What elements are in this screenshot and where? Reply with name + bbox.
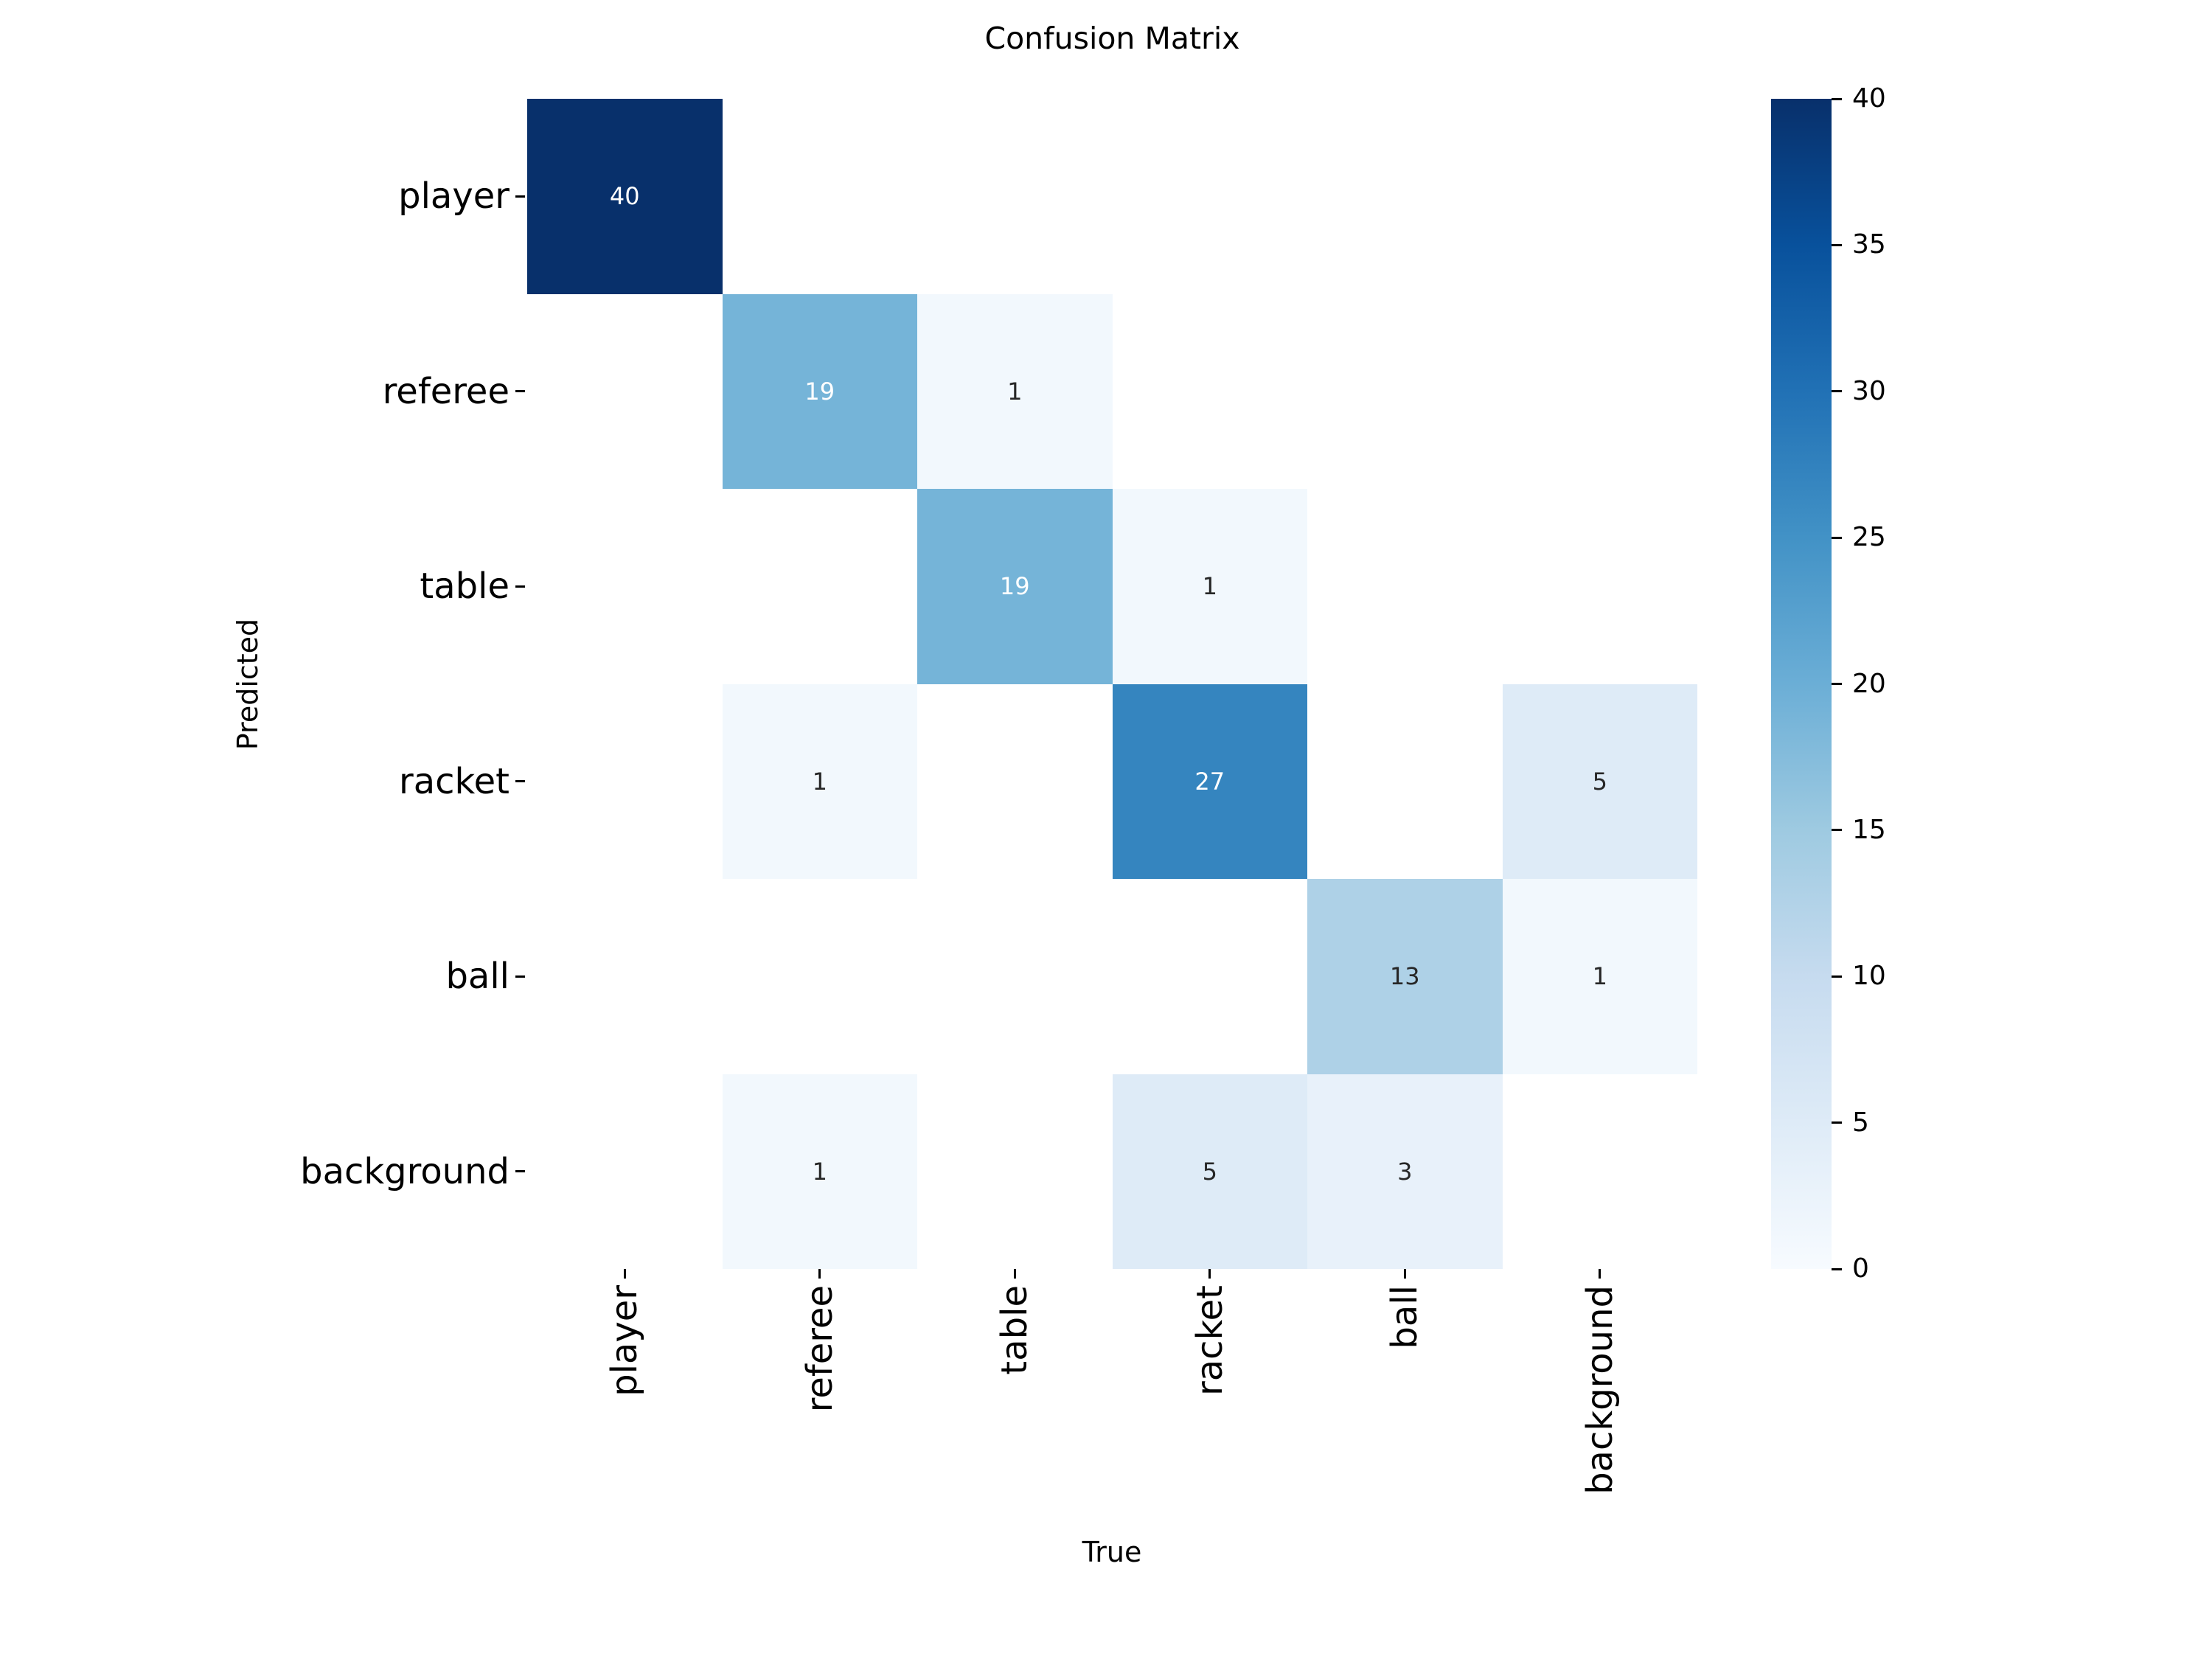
cell-value: 40 bbox=[609, 182, 640, 211]
colorbar-tick-label: 15 bbox=[1852, 814, 1886, 845]
colorbar-tick-label: 30 bbox=[1852, 375, 1886, 406]
colorbar-tick-mark bbox=[1832, 1267, 1842, 1270]
heatmap-cell: 1 bbox=[1502, 879, 1697, 1074]
x-tick-label: ball bbox=[1384, 1285, 1426, 1349]
heatmap-cell bbox=[1307, 489, 1503, 684]
colorbar-tick-mark bbox=[1832, 97, 1842, 100]
heatmap-grid: 40 19 1 19 1 1 27 5 13 1 1 5 3 bbox=[527, 99, 1697, 1269]
colorbar-tick-label: 20 bbox=[1852, 668, 1886, 699]
x-tick-label: referee bbox=[799, 1285, 841, 1413]
colorbar-tick-mark bbox=[1832, 683, 1842, 685]
x-tick-label: table bbox=[994, 1285, 1036, 1375]
heatmap-cell: 19 bbox=[722, 293, 917, 489]
cell-value: 19 bbox=[804, 377, 835, 406]
heatmap-cell: 13 bbox=[1307, 879, 1503, 1074]
cell-value: 1 bbox=[812, 1157, 827, 1186]
heatmap-cell bbox=[527, 879, 723, 1074]
y-tick-label: player bbox=[398, 175, 509, 218]
x-tick-mark bbox=[623, 1269, 626, 1279]
heatmap-cell bbox=[1503, 489, 1698, 684]
y-tick-label: background bbox=[300, 1150, 509, 1192]
colorbar-tick-label: 40 bbox=[1852, 83, 1886, 114]
heatmap-cell bbox=[1503, 1074, 1698, 1270]
x-tick-mark bbox=[1403, 1269, 1406, 1279]
heatmap-cell: 19 bbox=[917, 489, 1113, 684]
cell-value: 5 bbox=[1202, 1157, 1217, 1186]
cell-value: 1 bbox=[1007, 377, 1023, 406]
y-tick-mark bbox=[515, 1170, 525, 1173]
y-tick-label: referee bbox=[382, 370, 509, 412]
cell-value: 5 bbox=[1592, 767, 1607, 796]
heatmap-cell bbox=[1307, 294, 1503, 490]
colorbar-tick-label: 25 bbox=[1852, 522, 1886, 553]
heatmap-cell: 1 bbox=[722, 684, 917, 879]
colorbar-tick-label: 35 bbox=[1852, 229, 1886, 260]
heatmap-cell bbox=[917, 684, 1113, 880]
x-tick-mark bbox=[1013, 1269, 1016, 1279]
colorbar-tick-mark bbox=[1832, 829, 1842, 832]
heatmap-cell bbox=[723, 489, 918, 684]
x-tick-label: racket bbox=[1189, 1285, 1231, 1396]
heatmap-cell bbox=[527, 684, 723, 880]
cell-value: 13 bbox=[1389, 962, 1420, 991]
heatmap-cell bbox=[1113, 294, 1308, 490]
x-tick-label: player bbox=[604, 1285, 646, 1397]
heatmap-cell bbox=[527, 489, 723, 684]
heatmap-cell bbox=[1113, 99, 1308, 294]
heatmap-cell: 1 bbox=[917, 293, 1113, 489]
colorbar-tick-label: 0 bbox=[1852, 1253, 1869, 1284]
x-tick-mark bbox=[1208, 1269, 1211, 1279]
y-axis-label: Predicted bbox=[232, 618, 264, 751]
x-tick-label: background bbox=[1579, 1285, 1621, 1495]
y-tick-mark bbox=[515, 780, 525, 783]
y-tick-label: racket bbox=[399, 760, 509, 802]
y-tick-mark bbox=[515, 585, 525, 588]
x-axis-label: True bbox=[1082, 1536, 1142, 1568]
colorbar-tick-mark bbox=[1832, 1121, 1842, 1124]
y-tick-mark bbox=[515, 390, 525, 393]
heatmap-cell bbox=[723, 99, 918, 294]
heatmap-cell bbox=[1503, 294, 1698, 490]
cell-value: 1 bbox=[812, 767, 827, 796]
heatmap-cell: 27 bbox=[1112, 684, 1307, 879]
heatmap-cell bbox=[527, 294, 723, 490]
heatmap-cell bbox=[1307, 684, 1503, 880]
cell-value: 3 bbox=[1397, 1157, 1413, 1186]
heatmap-cell: 1 bbox=[1112, 489, 1307, 684]
y-tick-label: table bbox=[420, 566, 509, 608]
heatmap-cell: 5 bbox=[1502, 684, 1697, 879]
colorbar-tick-mark bbox=[1832, 975, 1842, 978]
heatmap-cell: 1 bbox=[722, 1074, 917, 1269]
heatmap-cell bbox=[527, 1074, 723, 1270]
heatmap-cell: 40 bbox=[527, 99, 723, 294]
heatmap-cell bbox=[1307, 99, 1503, 294]
heatmap-cell bbox=[917, 879, 1113, 1074]
heatmap-cell bbox=[1113, 879, 1308, 1074]
colorbar bbox=[1771, 99, 1832, 1269]
colorbar-tick-mark bbox=[1832, 390, 1842, 393]
x-tick-mark bbox=[818, 1269, 821, 1279]
y-tick-mark bbox=[515, 975, 525, 978]
heatmap-cell: 3 bbox=[1307, 1074, 1503, 1269]
x-tick-mark bbox=[1599, 1269, 1601, 1279]
colorbar-tick-mark bbox=[1832, 536, 1842, 539]
cell-value: 19 bbox=[999, 572, 1030, 601]
y-tick-mark bbox=[515, 195, 525, 198]
chart-title: Confusion Matrix bbox=[984, 21, 1240, 56]
heatmap-cell bbox=[917, 1074, 1113, 1270]
colorbar-tick-label: 5 bbox=[1852, 1107, 1869, 1138]
heatmap-cell bbox=[917, 99, 1113, 294]
y-tick-label: ball bbox=[445, 956, 509, 998]
heatmap-cell: 5 bbox=[1112, 1074, 1307, 1269]
cell-value: 27 bbox=[1194, 767, 1225, 796]
colorbar-tick-label: 10 bbox=[1852, 961, 1886, 992]
heatmap-cell bbox=[1503, 99, 1698, 294]
cell-value: 1 bbox=[1202, 572, 1217, 601]
colorbar-tick-mark bbox=[1832, 243, 1842, 246]
cell-value: 1 bbox=[1592, 962, 1607, 991]
heatmap-cell bbox=[723, 879, 918, 1074]
